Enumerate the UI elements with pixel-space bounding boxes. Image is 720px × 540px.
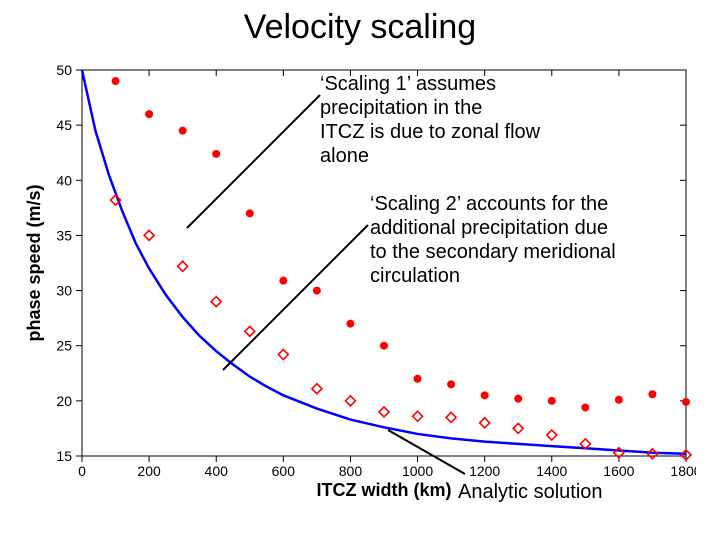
svg-text:1000: 1000 [402,463,433,479]
svg-text:25: 25 [56,338,72,354]
svg-text:1400: 1400 [536,463,567,479]
annotation-scaling-2: ‘Scaling 2’ accounts for theadditional p… [370,192,680,288]
slide-title: Velocity scaling [0,8,720,47]
svg-text:ITCZ width (km): ITCZ width (km) [317,480,452,500]
svg-text:30: 30 [56,283,72,299]
svg-text:20: 20 [56,393,72,409]
svg-text:1800: 1800 [670,463,696,479]
svg-text:45: 45 [56,117,72,133]
svg-text:15: 15 [56,448,72,464]
svg-text:0: 0 [78,463,86,479]
svg-text:50: 50 [56,62,72,78]
slide: Velocity scaling 0 200 400 600 800 1000 1200 14… [0,0,720,540]
annotation-scaling-1: ‘Scaling 1’ assumesprecipitation in theI… [320,72,590,168]
svg-text:40: 40 [56,172,72,188]
svg-text:400: 400 [205,463,229,479]
svg-text:200: 200 [137,463,161,479]
svg-text:35: 35 [56,227,72,243]
svg-text:600: 600 [272,463,296,479]
svg-text:phase speed (m/s): phase speed (m/s) [24,184,44,341]
svg-text:1200: 1200 [469,463,500,479]
svg-text:800: 800 [339,463,363,479]
annotation-analytic: Analytic solution [458,480,603,504]
svg-text:1600: 1600 [603,463,634,479]
